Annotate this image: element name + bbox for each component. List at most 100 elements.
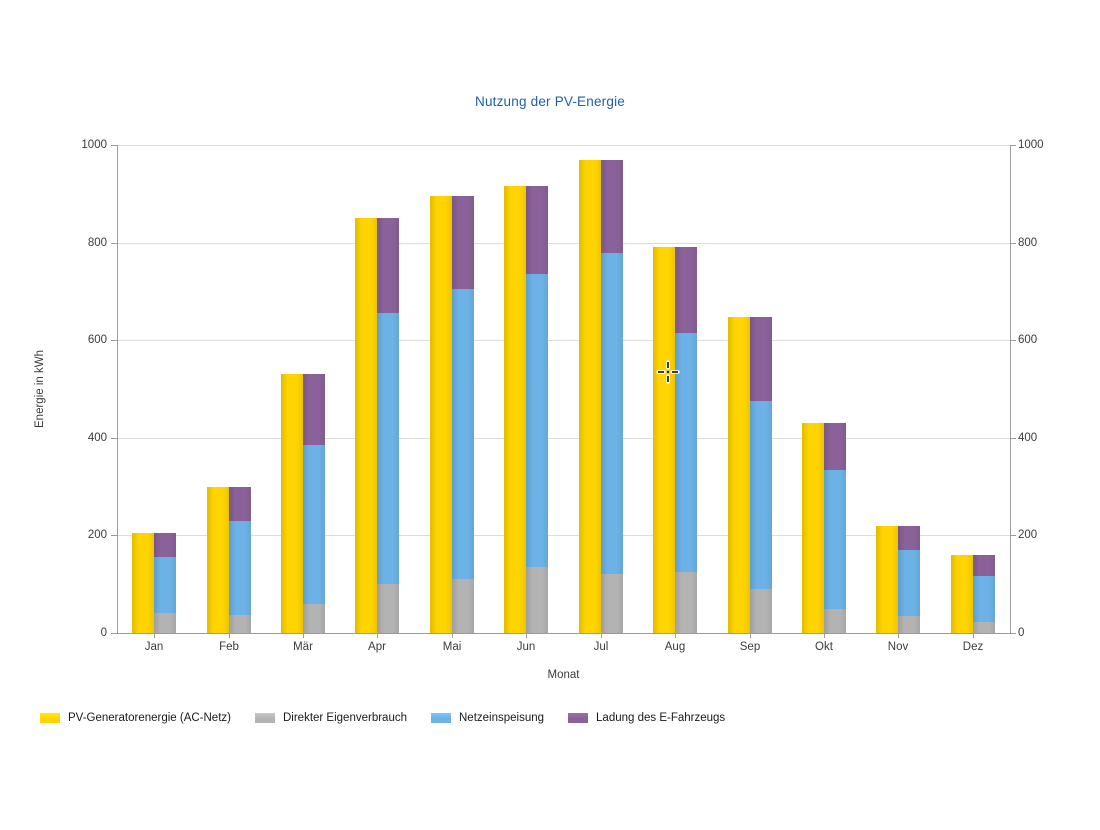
legend-item-ev-ladung: Ladung des E-Fahrzeugs xyxy=(568,712,725,724)
y-tick-label: 800 xyxy=(87,237,107,249)
bar-segment-netzeinspeisung xyxy=(601,253,623,574)
bar-segment-netzeinspeisung xyxy=(750,401,772,589)
bar-pv-generatorenergie xyxy=(207,487,229,633)
bar-segment-ev-ladung xyxy=(898,526,920,550)
y-tick-label: 0 xyxy=(1018,627,1025,639)
bar-segment-netzeinspeisung xyxy=(303,445,325,604)
bar-pv-generatorenergie xyxy=(802,423,824,633)
bar-pv-generatorenergie xyxy=(951,555,973,633)
bar-segment-ev-ladung xyxy=(303,374,325,445)
y-tick-mark xyxy=(111,535,117,536)
gridline xyxy=(117,438,1010,439)
gridline xyxy=(117,243,1010,244)
bar-pv-generatorenergie xyxy=(281,374,303,633)
x-tick-label: Okt xyxy=(815,641,833,653)
y-tick-label: 1000 xyxy=(81,139,107,151)
y-tick-mark xyxy=(111,438,117,439)
x-tick-label: Apr xyxy=(368,641,386,653)
legend-swatch-pv-icon xyxy=(40,713,60,723)
bar-pv-generatorenergie xyxy=(876,526,898,633)
x-tick-mark xyxy=(303,633,304,638)
bar-segment-netzeinspeisung xyxy=(973,576,995,622)
y-tick-label: 800 xyxy=(1018,237,1038,249)
bar-pv-generatorenergie xyxy=(355,218,377,633)
x-tick-mark xyxy=(154,633,155,638)
bar-segment-ev-ladung xyxy=(229,487,251,521)
bar-segment-eigenverbrauch xyxy=(229,615,251,633)
y-tick-label: 600 xyxy=(87,334,107,346)
legend-label-eigenverbrauch: Direkter Eigenverbrauch xyxy=(282,712,407,724)
bar-segment-netzeinspeisung xyxy=(452,289,474,579)
bar-segment-eigenverbrauch xyxy=(824,609,846,633)
bar-segment-netzeinspeisung xyxy=(898,550,920,616)
bar-segment-netzeinspeisung xyxy=(154,557,176,613)
legend-label-ev-ladung: Ladung des E-Fahrzeugs xyxy=(596,712,726,724)
x-tick-mark xyxy=(675,633,676,638)
y-tick-label: 400 xyxy=(87,432,107,444)
x-tick-label: Feb xyxy=(219,641,239,653)
gridline xyxy=(117,340,1010,341)
x-tick-label: Nov xyxy=(887,641,909,653)
x-tick-label: Sep xyxy=(739,641,761,653)
x-tick-label: Jan xyxy=(144,641,164,653)
bar-segment-netzeinspeisung xyxy=(377,313,399,584)
bar-segment-ev-ladung xyxy=(824,423,846,470)
bar-segment-netzeinspeisung xyxy=(526,274,548,567)
y-tick-label: 200 xyxy=(1018,529,1038,541)
y-axis-line xyxy=(117,145,118,633)
x-axis-line xyxy=(117,633,1010,634)
bar-pv-generatorenergie xyxy=(728,317,750,633)
bar-segment-eigenverbrauch xyxy=(898,616,920,633)
y-tick-label: 400 xyxy=(1018,432,1038,444)
x-tick-mark xyxy=(229,633,230,638)
bar-pv-generatorenergie xyxy=(132,533,154,633)
x-tick-label: Dez xyxy=(962,641,984,653)
x-tick-mark xyxy=(898,633,899,638)
y-tick-mark xyxy=(1010,340,1016,341)
y-tick-label: 0 xyxy=(100,627,107,639)
y-tick-mark xyxy=(111,145,117,146)
y-tick-label: 600 xyxy=(1018,334,1038,346)
gridline xyxy=(117,535,1010,536)
y-tick-label: 1000 xyxy=(1018,139,1044,151)
y-tick-mark xyxy=(1010,633,1016,634)
legend: PV-Generatorenergie (AC-Netz) Direkter E… xyxy=(40,712,725,724)
x-tick-label: Jun xyxy=(516,641,536,653)
bar-segment-eigenverbrauch xyxy=(526,567,548,633)
legend-swatch-eigenverbrauch-icon xyxy=(254,713,275,723)
y-tick-mark xyxy=(1010,243,1016,244)
x-axis-title: Monat xyxy=(547,669,580,681)
bar-segment-eigenverbrauch xyxy=(452,579,474,633)
bar-segment-eigenverbrauch xyxy=(973,622,995,633)
x-tick-mark xyxy=(824,633,825,638)
legend-label-netzeinspeisung: Netzeinspeisung xyxy=(459,712,545,724)
x-tick-mark xyxy=(750,633,751,638)
x-tick-mark xyxy=(377,633,378,638)
legend-item-pv: PV-Generatorenergie (AC-Netz) xyxy=(40,712,231,724)
bar-segment-netzeinspeisung xyxy=(229,521,251,615)
y-tick-mark xyxy=(1010,535,1016,536)
bar-pv-generatorenergie xyxy=(579,160,601,633)
legend-label-pv: PV-Generatorenergie (AC-Netz) xyxy=(68,712,231,724)
x-tick-label: Mär xyxy=(293,641,313,653)
x-tick-mark xyxy=(601,633,602,638)
y-tick-label: 200 xyxy=(87,529,107,541)
bar-pv-generatorenergie xyxy=(430,196,452,633)
bar-segment-ev-ladung xyxy=(750,317,772,401)
chart-title: Nutzung der PV-Energie xyxy=(475,94,625,109)
bar-segment-eigenverbrauch xyxy=(750,589,772,633)
x-tick-mark xyxy=(452,633,453,638)
bar-segment-ev-ladung xyxy=(452,196,474,289)
bar-segment-eigenverbrauch xyxy=(303,604,325,633)
bar-segment-ev-ladung xyxy=(526,186,548,274)
y-tick-mark xyxy=(111,340,117,341)
y-tick-mark xyxy=(111,243,117,244)
bar-segment-netzeinspeisung xyxy=(824,470,846,609)
bar-segment-ev-ladung xyxy=(973,555,995,576)
gridline xyxy=(117,145,1010,146)
bar-pv-generatorenergie xyxy=(653,247,675,633)
x-tick-label: Aug xyxy=(664,641,686,653)
bar-segment-ev-ladung xyxy=(154,533,176,557)
legend-swatch-ev-ladung-icon xyxy=(568,713,589,723)
